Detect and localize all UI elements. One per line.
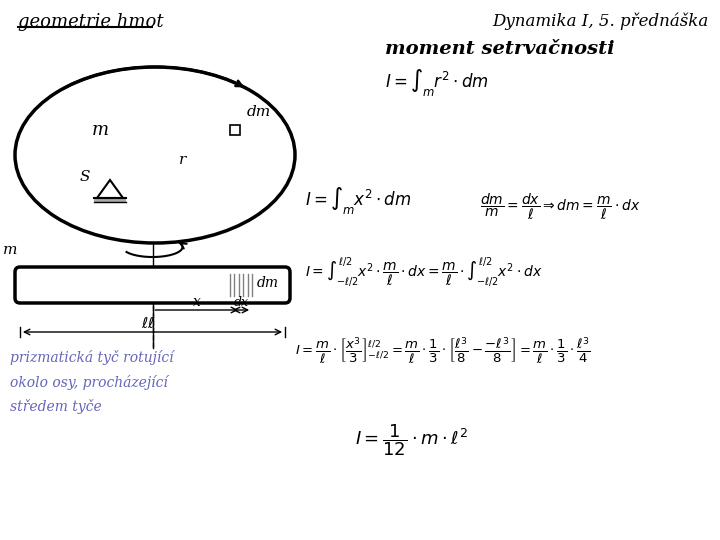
Bar bbox=[94, 198, 126, 202]
Text: $I = \int_m r^{2} \cdot dm$: $I = \int_m r^{2} \cdot dm$ bbox=[385, 67, 489, 98]
Text: S: S bbox=[80, 170, 90, 184]
Polygon shape bbox=[97, 180, 123, 198]
Text: prizmatická tyč rotující
okolo osy, procházející
středem tyče: prizmatická tyč rotující okolo osy, proc… bbox=[10, 350, 174, 414]
Text: dm: dm bbox=[247, 105, 271, 119]
Text: $I = \int_m x^{2} \cdot dm$: $I = \int_m x^{2} \cdot dm$ bbox=[305, 185, 412, 216]
Text: dm: dm bbox=[257, 276, 279, 290]
Text: $I = \dfrac{1}{12} \cdot m \cdot \ell^{2}$: $I = \dfrac{1}{12} \cdot m \cdot \ell^{2… bbox=[355, 422, 468, 457]
Text: x: x bbox=[193, 295, 201, 309]
Bar bbox=[230, 125, 240, 135]
Text: r: r bbox=[179, 153, 186, 167]
Text: $\ell\ell$: $\ell\ell$ bbox=[140, 315, 155, 330]
Text: $I = \dfrac{m}{\ell} \cdot \left[\dfrac{x^3}{3}\right]_{-\ell/2}^{\ell/2} = \dfr: $I = \dfrac{m}{\ell} \cdot \left[\dfrac{… bbox=[295, 335, 591, 366]
Text: m: m bbox=[2, 243, 17, 257]
Text: m: m bbox=[91, 121, 109, 139]
Text: geometrie hmot: geometrie hmot bbox=[18, 13, 163, 31]
Text: Dynamika I, 5. přednáška: Dynamika I, 5. přednáška bbox=[492, 13, 708, 30]
FancyBboxPatch shape bbox=[15, 267, 290, 303]
Text: dx: dx bbox=[233, 295, 248, 308]
Ellipse shape bbox=[15, 67, 295, 243]
Text: $I = \int_{-\ell/2}^{\ell/2} x^{2} \cdot \dfrac{m}{\ell} \cdot dx = \dfrac{m}{\e: $I = \int_{-\ell/2}^{\ell/2} x^{2} \cdot… bbox=[305, 255, 542, 288]
Text: $\dfrac{dm}{m} = \dfrac{dx}{\ell} \Rightarrow dm = \dfrac{m}{\ell} \cdot dx$: $\dfrac{dm}{m} = \dfrac{dx}{\ell} \Right… bbox=[480, 192, 640, 222]
Text: moment setrvačnosti: moment setrvačnosti bbox=[385, 40, 614, 58]
